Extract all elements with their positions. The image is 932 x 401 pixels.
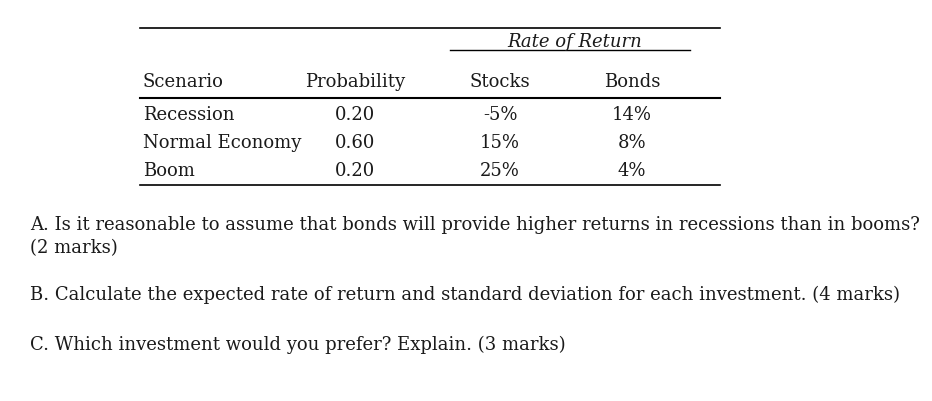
Text: 0.20: 0.20 <box>335 106 375 124</box>
Text: Recession: Recession <box>143 106 235 124</box>
Text: 4%: 4% <box>618 162 646 180</box>
Text: Bonds: Bonds <box>604 73 660 91</box>
Text: 8%: 8% <box>618 134 646 152</box>
Text: 0.20: 0.20 <box>335 162 375 180</box>
Text: -5%: -5% <box>483 106 517 124</box>
Text: Probability: Probability <box>305 73 405 91</box>
Text: Normal Economy: Normal Economy <box>143 134 301 152</box>
Text: C. Which investment would you prefer? Explain. (3 marks): C. Which investment would you prefer? Ex… <box>30 336 566 354</box>
Text: (2 marks): (2 marks) <box>30 239 117 257</box>
Text: Stocks: Stocks <box>470 73 530 91</box>
Text: 0.60: 0.60 <box>335 134 376 152</box>
Text: B. Calculate the expected rate of return and standard deviation for each investm: B. Calculate the expected rate of return… <box>30 286 900 304</box>
Text: A. Is it reasonable to assume that bonds will provide higher returns in recessio: A. Is it reasonable to assume that bonds… <box>30 216 920 234</box>
Text: Scenario: Scenario <box>143 73 224 91</box>
Text: Rate of Return: Rate of Return <box>508 33 642 51</box>
Text: 14%: 14% <box>612 106 652 124</box>
Text: 15%: 15% <box>480 134 520 152</box>
Text: Boom: Boom <box>143 162 195 180</box>
Text: 25%: 25% <box>480 162 520 180</box>
